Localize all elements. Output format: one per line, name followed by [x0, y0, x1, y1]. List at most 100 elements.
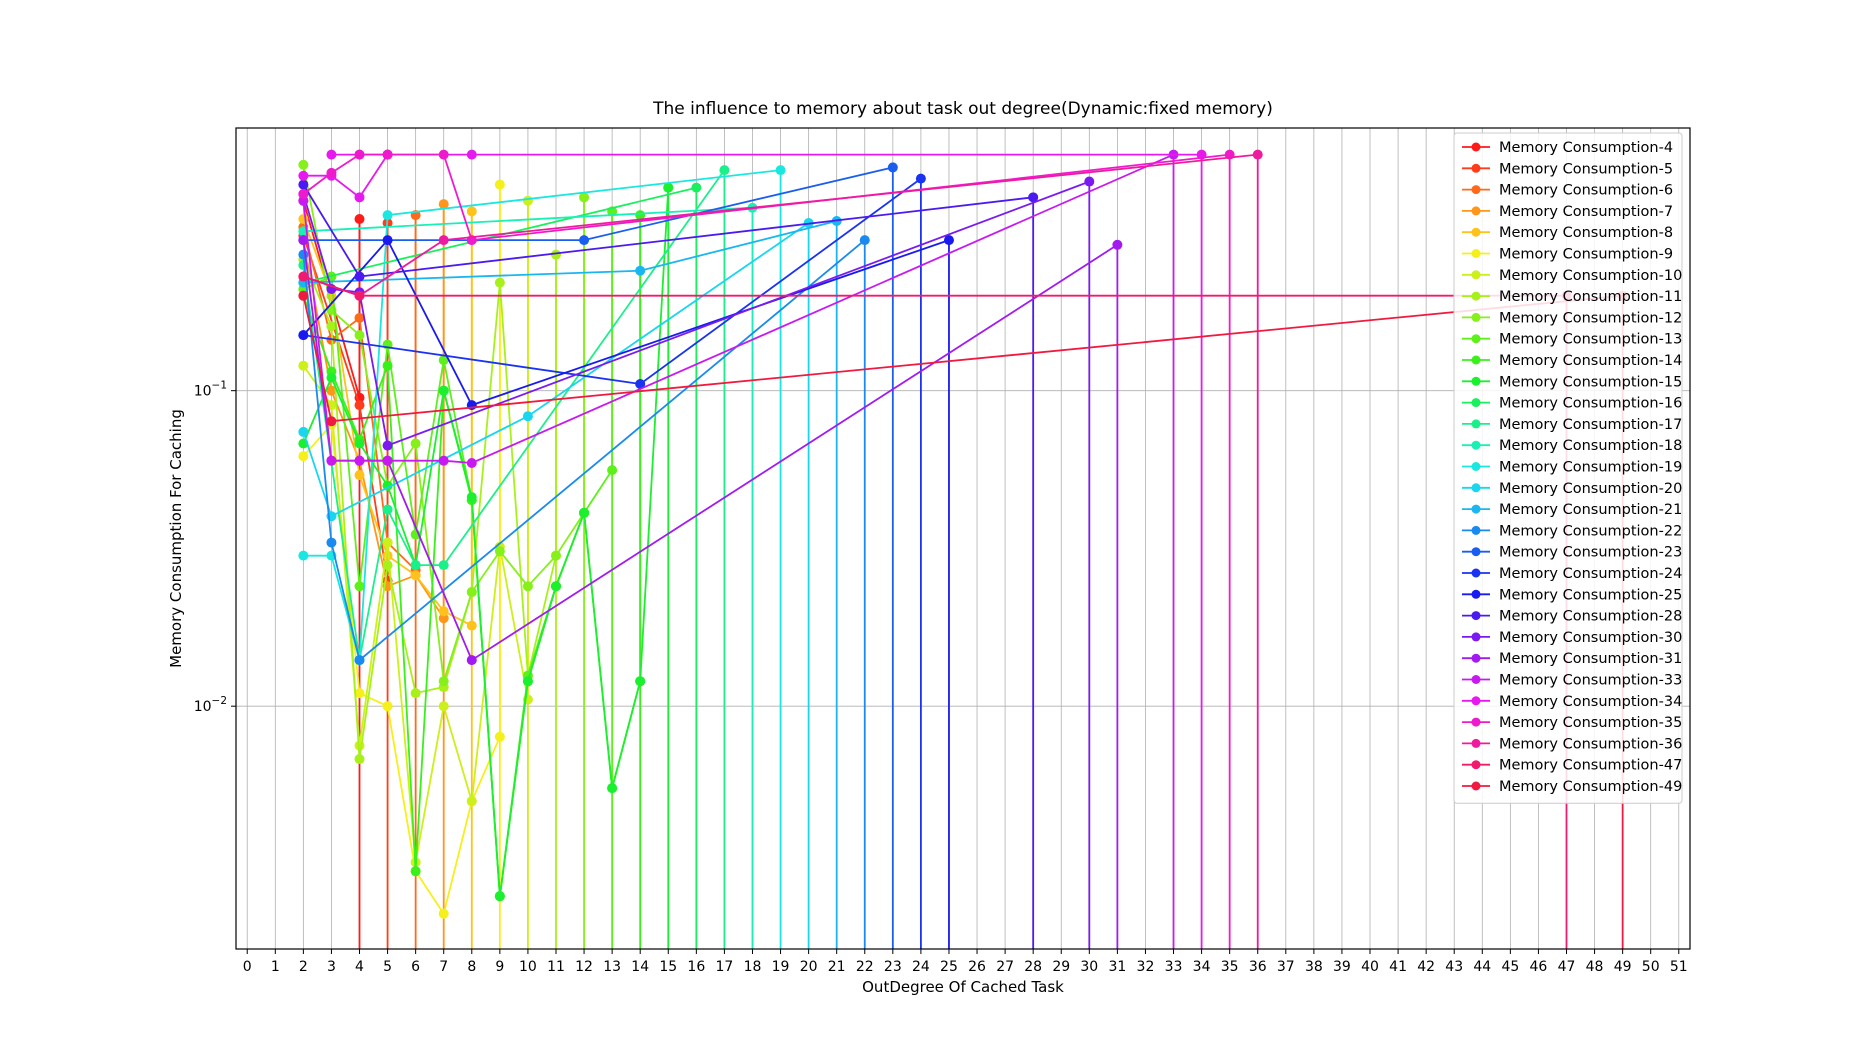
legend-marker — [1471, 440, 1481, 450]
data-point — [466, 206, 477, 217]
data-point — [579, 235, 590, 246]
legend-entry: Memory Consumption-11 — [1462, 289, 1682, 305]
x-tick-label: 17 — [715, 959, 733, 975]
legend-marker — [1471, 483, 1481, 493]
legend-marker — [1471, 419, 1481, 429]
legend-marker — [1471, 760, 1481, 770]
data-point — [298, 290, 309, 301]
x-tick-label: 0 — [243, 959, 252, 975]
data-point — [550, 249, 561, 260]
data-point — [494, 546, 505, 557]
data-point — [438, 908, 449, 919]
data-point — [298, 159, 309, 170]
legend-label: Memory Consumption-10 — [1499, 268, 1682, 284]
series — [298, 235, 870, 949]
x-tick-label: 47 — [1558, 959, 1576, 975]
legend-marker — [1471, 291, 1481, 301]
y-tick-label: 10−1 — [194, 380, 227, 400]
data-point — [522, 411, 533, 422]
x-tick-label: 31 — [1108, 959, 1126, 975]
x-tick-label: 18 — [744, 959, 762, 975]
legend-entry: Memory Consumption-30 — [1462, 630, 1682, 646]
data-point — [382, 701, 393, 712]
data-point — [298, 214, 309, 225]
data-point — [438, 149, 449, 160]
data-point — [298, 271, 309, 282]
series — [298, 149, 1179, 949]
data-point — [298, 451, 309, 462]
data-point — [298, 170, 309, 181]
data-point — [438, 560, 449, 571]
x-tick-label: 42 — [1417, 959, 1435, 975]
legend-label: Memory Consumption-35 — [1499, 715, 1682, 731]
data-point — [410, 688, 421, 699]
x-tick-label: 40 — [1361, 959, 1379, 975]
x-tick-label: 21 — [828, 959, 846, 975]
data-point — [1028, 192, 1039, 203]
series-line — [302, 187, 670, 897]
data-point — [410, 438, 421, 449]
x-tick-label: 20 — [800, 959, 818, 975]
legend-entry: Memory Consumption-24 — [1462, 566, 1682, 582]
data-point — [298, 179, 309, 190]
legend-entry: Memory Consumption-5 — [1462, 161, 1673, 177]
legend-marker — [1471, 504, 1481, 514]
data-point — [466, 620, 477, 631]
data-point — [438, 613, 449, 624]
legend-entry: Memory Consumption-10 — [1462, 268, 1682, 284]
data-point — [466, 149, 477, 160]
legend-label: Memory Consumption-7 — [1499, 204, 1673, 220]
x-tick-label: 6 — [411, 959, 420, 975]
data-point — [410, 560, 421, 571]
data-point — [354, 271, 365, 282]
data-point — [298, 249, 309, 260]
data-point — [354, 655, 365, 666]
x-tick-label: 38 — [1305, 959, 1323, 975]
legend-entry: Memory Consumption-19 — [1462, 460, 1682, 476]
data-point — [466, 796, 477, 807]
legend-label: Memory Consumption-19 — [1499, 460, 1682, 476]
series — [298, 182, 674, 949]
data-point — [326, 385, 337, 396]
legend-entry: Memory Consumption-15 — [1462, 374, 1682, 390]
series — [298, 179, 1039, 949]
data-point — [887, 162, 898, 173]
data-point — [1252, 149, 1263, 160]
data-point — [1112, 239, 1123, 250]
series-line — [302, 169, 726, 661]
legend-entry: Memory Consumption-13 — [1462, 332, 1682, 348]
legend-entry: Memory Consumption-7 — [1462, 204, 1673, 220]
series-line — [302, 200, 529, 863]
legend-marker — [1471, 611, 1481, 621]
legend-marker — [1471, 675, 1481, 684]
data-point — [354, 214, 365, 225]
data-point — [438, 355, 449, 366]
legend-entry: Memory Consumption-8 — [1462, 225, 1673, 241]
legend-label: Memory Consumption-16 — [1499, 396, 1682, 412]
x-tick-label: 39 — [1333, 959, 1351, 975]
x-tick-label: 25 — [940, 959, 958, 975]
data-point — [1084, 176, 1095, 187]
x-tick-label: 45 — [1501, 959, 1519, 975]
data-point — [494, 891, 505, 902]
data-point — [579, 192, 590, 203]
data-point — [522, 581, 533, 592]
data-point — [382, 455, 393, 466]
legend-entry: Memory Consumption-47 — [1462, 758, 1682, 774]
data-point — [494, 277, 505, 288]
x-tick-label: 23 — [884, 959, 902, 975]
legend-marker — [1471, 227, 1481, 237]
data-point — [298, 235, 309, 246]
data-point — [354, 470, 365, 481]
legend-marker — [1471, 462, 1481, 471]
data-point — [382, 235, 393, 246]
data-point — [354, 312, 365, 323]
legend-entry: Memory Consumption-20 — [1462, 481, 1682, 497]
series-line — [303, 206, 753, 233]
legend-label: Memory Consumption-17 — [1499, 417, 1682, 433]
legend-entry: Memory Consumption-14 — [1462, 353, 1682, 369]
legend-entry: Memory Consumption-23 — [1462, 545, 1682, 561]
data-point — [438, 199, 449, 210]
